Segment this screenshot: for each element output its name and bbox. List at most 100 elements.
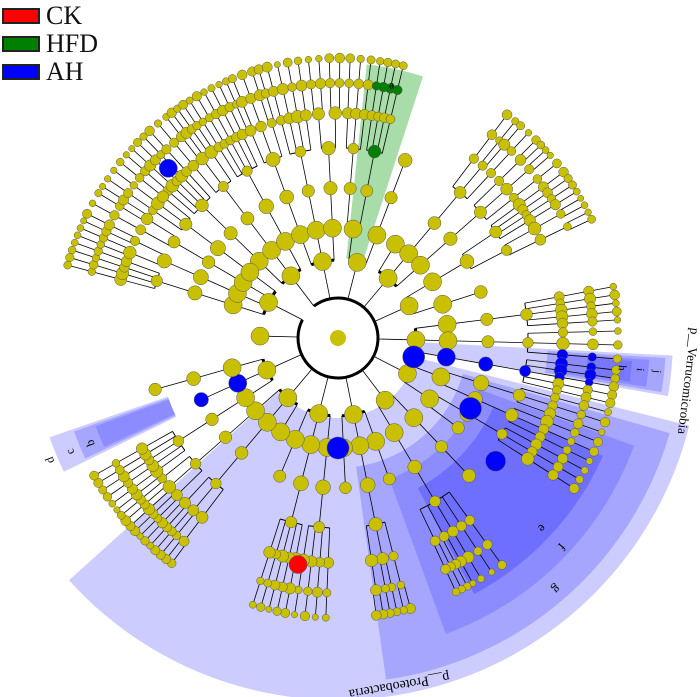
taxon-node — [63, 260, 72, 270]
branch — [126, 260, 160, 274]
taxon-node — [256, 576, 265, 585]
taxon-node — [281, 266, 301, 286]
taxon-node — [193, 392, 209, 408]
taxon-node — [315, 479, 331, 495]
taxon-node — [514, 154, 527, 166]
taxon-node — [350, 436, 370, 456]
taxon-node — [584, 208, 592, 216]
taxon-node — [366, 432, 385, 451]
taxon-node — [249, 600, 257, 609]
taxon-node — [334, 78, 345, 88]
taxon-node — [536, 140, 546, 150]
taxon-node — [382, 472, 396, 486]
taxon-node — [407, 459, 422, 475]
taxon-node — [464, 515, 476, 526]
taxon-node — [375, 390, 395, 410]
taxon-node — [459, 254, 475, 269]
taxon-node — [486, 129, 498, 140]
taxon-node — [178, 535, 190, 547]
branch — [310, 84, 315, 115]
legend: CK HFD AH — [2, 1, 98, 86]
branch — [72, 249, 97, 259]
taxon-node — [473, 546, 483, 556]
taxon-node — [323, 181, 338, 196]
taxon-node — [381, 584, 390, 593]
taxon-node — [156, 253, 172, 269]
taxon-node — [557, 327, 569, 338]
taxon-node — [609, 289, 620, 301]
branch — [134, 240, 167, 257]
taxon-node — [563, 222, 572, 231]
taxon-node — [94, 189, 103, 198]
taxon-node — [263, 578, 272, 588]
taxon-node — [485, 450, 506, 472]
taxon-node — [593, 437, 603, 447]
branch — [381, 119, 391, 154]
taxon-node — [193, 269, 209, 286]
branch — [531, 155, 551, 172]
taxon-node — [568, 483, 580, 494]
taxon-node — [437, 347, 456, 367]
taxon-node — [265, 605, 273, 613]
taxon-node — [278, 388, 298, 408]
taxon-node — [516, 121, 526, 131]
branch — [319, 527, 324, 563]
taxon-node — [420, 389, 439, 409]
legend-label: CK — [46, 1, 83, 30]
taxon-node — [104, 219, 115, 231]
taxon-node — [552, 158, 562, 169]
taxon-node — [378, 268, 398, 288]
taxon-node — [167, 235, 181, 249]
taxon-node — [113, 506, 121, 514]
branch — [390, 89, 398, 120]
taxon-node — [399, 296, 419, 316]
taxon-node — [587, 338, 599, 351]
taxon-node — [76, 224, 85, 232]
taxon-node — [323, 218, 342, 238]
taxon-node — [110, 166, 118, 174]
branch — [224, 143, 243, 175]
root-node — [330, 330, 346, 346]
taxon-node — [482, 539, 493, 550]
taxon-node — [578, 400, 590, 411]
branch — [299, 151, 309, 192]
branch — [526, 149, 546, 168]
taxon-node — [388, 551, 399, 561]
taxon-node — [201, 255, 216, 269]
branch — [193, 483, 217, 511]
taxon-node — [611, 306, 622, 317]
taxon-node — [500, 182, 513, 196]
branch — [480, 140, 500, 165]
taxon-node — [266, 118, 277, 128]
taxon-node — [398, 153, 413, 168]
taxon-node — [111, 459, 121, 468]
taxon-node — [562, 445, 572, 455]
taxon-node — [293, 56, 303, 66]
taxon-node — [429, 535, 441, 547]
branch — [558, 198, 581, 212]
taxon-node — [222, 358, 242, 378]
taxon-node — [556, 336, 570, 351]
legend-item-ck: CK — [2, 1, 98, 30]
taxon-node — [321, 613, 330, 622]
taxon-node — [477, 160, 488, 171]
clade-label: p__Verrucomicrobia — [675, 327, 700, 435]
taxon-node — [557, 453, 569, 465]
taxon-node — [477, 574, 485, 583]
branch — [427, 505, 445, 537]
branch — [280, 120, 291, 155]
taxon-node — [209, 240, 226, 257]
taxon-node — [237, 69, 248, 81]
taxon-node — [447, 525, 459, 538]
taxon-node — [191, 91, 202, 102]
taxon-node — [345, 53, 355, 64]
branch — [521, 387, 556, 398]
taxon-node — [257, 360, 277, 380]
branch — [499, 121, 516, 141]
legend-label: AH — [46, 57, 84, 86]
taxon-node — [474, 285, 488, 299]
taxon-node — [383, 57, 393, 68]
branch — [466, 172, 492, 199]
taxon-node — [250, 326, 270, 346]
taxon-node — [115, 157, 125, 167]
